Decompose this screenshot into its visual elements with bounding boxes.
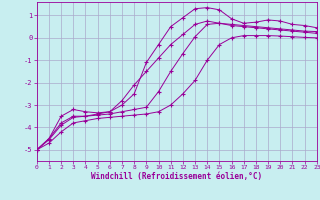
X-axis label: Windchill (Refroidissement éolien,°C): Windchill (Refroidissement éolien,°C) [91, 172, 262, 181]
